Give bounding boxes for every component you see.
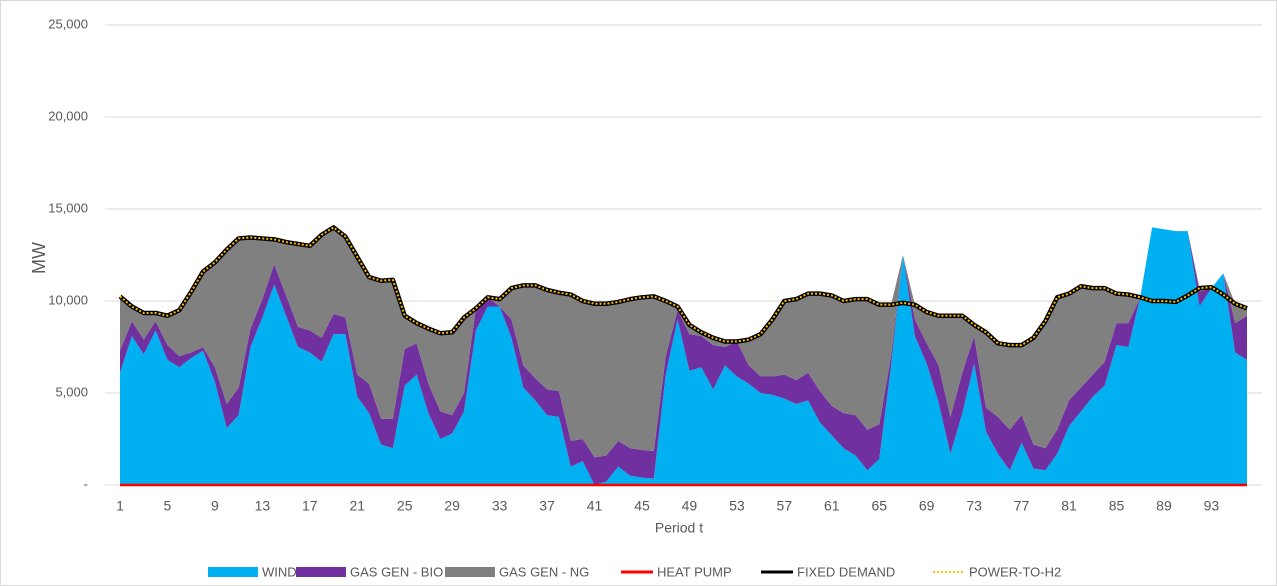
- x-tick-label: 13: [255, 498, 271, 514]
- x-tick-label: 53: [729, 498, 745, 514]
- y-axis-label: MW: [29, 242, 49, 274]
- x-tick-label: 21: [349, 498, 365, 514]
- x-tick-label: 9: [211, 498, 219, 514]
- x-tick-label: 41: [587, 498, 603, 514]
- x-tick-label: 33: [492, 498, 508, 514]
- legend-label: HEAT PUMP: [657, 564, 732, 579]
- area: [120, 227, 1247, 485]
- x-tick-label: 89: [1156, 498, 1172, 514]
- x-tick-label: 77: [1014, 498, 1030, 514]
- x-tick-label: 81: [1061, 498, 1077, 514]
- x-tick-label: 85: [1109, 498, 1125, 514]
- y-tick-label: 10,000: [48, 292, 88, 307]
- legend-label: WIND: [262, 564, 297, 579]
- x-tick-label: 49: [682, 498, 698, 514]
- x-tick-label: 61: [824, 498, 840, 514]
- x-tick-label: 69: [919, 498, 935, 514]
- y-tick-label: 20,000: [48, 108, 88, 123]
- x-tick-label: 29: [444, 498, 460, 514]
- x-tick-label: 45: [634, 498, 650, 514]
- x-tick-label: 1: [116, 498, 124, 514]
- x-tick-label: 37: [539, 498, 555, 514]
- area: [120, 227, 1247, 458]
- x-tick-label: 17: [302, 498, 318, 514]
- y-tick-label: 5,000: [55, 384, 88, 399]
- x-tick-label: 5: [164, 498, 172, 514]
- legend-label: FIXED DEMAND: [797, 564, 895, 579]
- legend-swatch: [445, 567, 495, 577]
- legend-label: POWER-TO-H2: [969, 564, 1061, 579]
- legend-label: GAS GEN - BIO: [350, 564, 443, 579]
- dotted-line: [119, 226, 1248, 347]
- y-tick-label: 15,000: [48, 200, 88, 215]
- x-tick-label: 65: [871, 498, 887, 514]
- legend-label: GAS GEN - NG: [499, 564, 589, 579]
- legend-swatch: [296, 567, 346, 577]
- x-tick-label: 93: [1204, 498, 1220, 514]
- y-tick-label: 25,000: [48, 16, 88, 31]
- legend-swatch: [208, 567, 258, 577]
- x-tick-label: 57: [777, 498, 793, 514]
- x-axis-label: Period t: [655, 520, 703, 536]
- y-tick-label: -: [84, 476, 88, 491]
- x-tick-label: 25: [397, 498, 413, 514]
- x-tick-label: 73: [966, 498, 982, 514]
